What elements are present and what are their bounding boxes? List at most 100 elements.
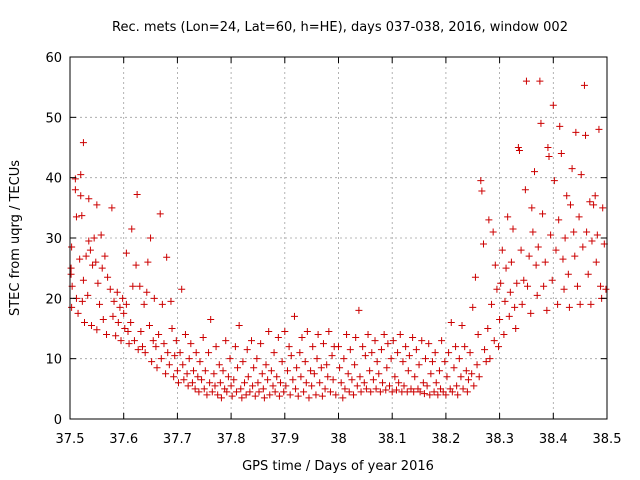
data-point [254,379,262,387]
data-point [219,367,227,375]
data-point [264,376,272,384]
data-point [466,349,474,357]
data-point [396,331,404,339]
data-point [78,212,86,220]
chart-title: Rec. mets (Lon=24, Lat=60, h=HE), days 0… [112,20,568,35]
y-tick-label: 10 [45,353,62,368]
data-point [184,382,192,390]
data-point [181,331,189,339]
data-point [420,390,428,398]
data-point [214,391,222,399]
data-point [178,285,186,293]
data-point [566,201,574,209]
data-point [153,364,161,372]
data-point [579,243,587,251]
data-point [380,331,388,339]
data-point [87,321,95,329]
data-point [565,303,573,311]
data-point [335,343,342,351]
data-point [203,391,211,399]
data-point [434,391,442,399]
data-points [67,77,610,402]
data-point [462,367,470,375]
data-point [116,303,124,311]
data-point [563,192,571,200]
data-point [403,388,411,396]
data-point [108,204,116,212]
data-point [103,331,111,339]
data-point [138,343,146,351]
grid-lines [70,57,607,419]
data-point [165,361,173,369]
data-point [150,294,158,302]
data-point [113,288,121,296]
data-point [394,349,402,357]
data-point [352,334,360,342]
data-point [104,273,112,281]
data-point [257,340,265,348]
data-point [545,153,553,161]
data-point [400,382,408,390]
data-point [443,373,451,381]
data-point [195,388,203,396]
data-point [255,388,263,396]
y-tick-label: 20 [45,292,62,307]
data-point [134,346,142,354]
data-point [124,328,132,336]
data-point [246,388,254,396]
data-point [351,361,359,369]
x-tick-label: 38.2 [431,432,460,447]
data-point [541,258,549,266]
data-point [477,177,485,185]
data-point [473,361,481,369]
data-point [593,231,601,239]
data-point [101,252,109,260]
data-point [513,279,521,287]
data-point [515,147,523,155]
data-point [441,358,449,366]
data-point [128,225,136,233]
data-point [549,101,557,109]
data-point [580,81,588,89]
data-point [325,328,333,336]
data-point [561,234,569,242]
x-tick-label: 38.5 [593,432,622,447]
data-point [176,349,184,357]
data-point [591,192,599,200]
data-point [216,379,224,387]
data-point [361,352,369,360]
data-point [339,394,347,402]
data-point [190,367,198,375]
data-point [170,373,178,381]
data-point [511,303,519,311]
data-point [248,337,256,345]
data-point [266,391,274,399]
data-point [346,346,354,354]
data-point [260,394,268,402]
data-point [426,391,434,399]
data-point [435,367,443,375]
data-point [531,168,539,176]
x-axis-ticks: 37.5 37.6 37.7 37.8 37.9 38 38.1 38.2 38.3 38.4 38… [56,57,622,447]
data-point [389,337,397,345]
x-tick-label: 37.5 [56,432,85,447]
data-point [136,282,144,290]
data-point [421,355,429,363]
data-point [583,228,591,236]
data-point [72,213,80,221]
data-point [67,264,75,272]
x-tick-label: 37.9 [270,432,299,447]
data-point [318,392,326,400]
data-point [300,388,308,396]
data-point [524,282,532,290]
data-point [205,349,213,357]
data-point [302,379,310,387]
data-point [223,388,231,396]
data-point [560,285,568,293]
data-point [145,321,153,329]
data-point [362,385,370,393]
data-point [172,337,180,345]
data-point [312,391,320,399]
data-point [196,358,204,366]
data-point [377,346,385,354]
